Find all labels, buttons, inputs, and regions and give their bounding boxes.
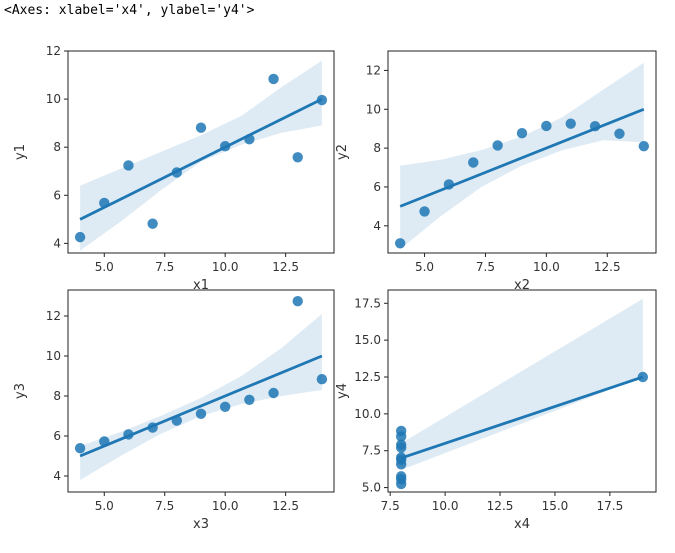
y-tick-label-2-4: 10 — [366, 102, 381, 116]
axes-frame-3 — [67, 289, 335, 493]
data-point-2-4 — [468, 157, 479, 168]
y-tick-label-3-5: 12 — [46, 309, 61, 323]
y-tick-label-4-1: 5.0 — [362, 481, 381, 495]
x-tick-label-1-3: 10.0 — [212, 260, 239, 274]
x-tick-label-3-2: 7.5 — [155, 499, 174, 513]
data-point-2-10 — [614, 128, 625, 139]
data-point-2-5 — [492, 140, 503, 151]
x-tick-label-4-2: 10.0 — [432, 499, 459, 513]
confidence-band-1 — [80, 60, 322, 251]
data-point-4-8 — [637, 371, 649, 383]
data-point-3-4 — [147, 422, 158, 433]
y-tick-label-1-3: 8 — [53, 140, 61, 154]
data-point-2-9 — [589, 120, 601, 132]
data-point-1-8 — [244, 134, 255, 145]
x-tick-label-4-4: 15.0 — [542, 499, 569, 513]
regression-line-2 — [399, 107, 645, 208]
x-tick-label-2-4: 12.5 — [594, 260, 621, 274]
y-axis-label-3: y3 — [13, 383, 28, 399]
data-point-3-2 — [99, 436, 110, 447]
x-tick-label-2-1: 5.0 — [415, 260, 434, 274]
y-tick-label-1-2: 6 — [53, 188, 61, 202]
x-tick-label-3-1: 5.0 — [95, 499, 114, 513]
data-point-3-7 — [219, 401, 231, 412]
data-point-3-10 — [292, 296, 303, 307]
y-tick-label-2-1: 4 — [373, 219, 381, 233]
y-tick-label-4-4: 12.5 — [354, 370, 381, 384]
data-point-1-9 — [268, 73, 279, 85]
data-point-3-9 — [268, 387, 279, 399]
data-point-1-10 — [292, 152, 303, 163]
data-point-3-8 — [244, 394, 255, 405]
data-point-2-8 — [565, 118, 576, 129]
x-tick-label-3-4: 12.5 — [272, 499, 299, 513]
data-point-1-6 — [195, 122, 207, 133]
x-tick-label-4-3: 12.5 — [487, 499, 514, 513]
data-point-1-7 — [219, 141, 231, 152]
data-point-2-2 — [419, 206, 430, 217]
data-point-2-7 — [541, 120, 552, 132]
data-point-1-11 — [316, 94, 328, 106]
y-tick-label-4-3: 10.0 — [354, 407, 381, 421]
y-tick-label-2-2: 6 — [373, 180, 381, 194]
x-tick-label-4-5: 17.5 — [597, 499, 624, 513]
data-point-1-2 — [99, 197, 110, 209]
data-point-1-5 — [171, 167, 183, 178]
data-point-3-11 — [316, 374, 328, 385]
data-point-3-6 — [195, 408, 207, 419]
data-point-2-1 — [394, 238, 406, 249]
data-point-4-10 — [395, 439, 407, 450]
x-tick-label-3-3: 10.0 — [212, 499, 239, 513]
y-axis-label-2: y2 — [335, 144, 350, 160]
data-point-3-3 — [123, 429, 134, 440]
axes-frame-4 — [387, 289, 657, 493]
x-tick-label-1-2: 7.5 — [155, 260, 174, 274]
y-tick-label-1-4: 10 — [46, 92, 61, 106]
y-tick-label-3-2: 6 — [53, 429, 61, 443]
x-axis-label-3: x3 — [193, 517, 209, 532]
data-point-4-11 — [395, 454, 407, 465]
data-point-3-5 — [171, 415, 183, 426]
y-tick-label-3-3: 8 — [53, 389, 61, 403]
y-tick-label-3-1: 4 — [53, 469, 61, 483]
data-point-2-3 — [443, 179, 455, 190]
confidence-band-2 — [400, 62, 644, 250]
y-axis-label-1: y1 — [13, 144, 28, 160]
y-axis-label-4: y4 — [335, 383, 350, 399]
data-point-4-9 — [395, 474, 407, 485]
x-axis-label-2: x2 — [514, 278, 530, 293]
regression-line-1 — [79, 97, 323, 221]
axes-frame-1 — [67, 50, 335, 254]
x-axis-label-4: x4 — [514, 517, 530, 532]
x-axis-label-1: x1 — [193, 278, 209, 293]
data-point-1-3 — [123, 160, 134, 171]
data-point-1-4 — [147, 218, 158, 229]
y-tick-label-1-5: 12 — [46, 44, 61, 58]
x-tick-label-2-2: 7.5 — [476, 260, 495, 274]
y-tick-label-4-6: 17.5 — [354, 296, 381, 310]
regression-line-3 — [79, 354, 323, 458]
y-tick-label-4-2: 7.5 — [362, 444, 381, 458]
y-tick-label-2-5: 12 — [366, 63, 381, 77]
y-tick-label-1-1: 4 — [53, 236, 61, 250]
x-tick-label-1-4: 12.5 — [272, 260, 299, 274]
x-tick-label-2-3: 10.0 — [533, 260, 560, 274]
confidence-band-4 — [401, 298, 643, 470]
data-point-2-6 — [516, 127, 528, 139]
data-point-3-1 — [74, 443, 86, 454]
x-tick-label-4-1: 7.5 — [381, 499, 400, 513]
regression-line-4 — [400, 375, 644, 460]
axes-frame-2 — [387, 50, 657, 254]
x-tick-label-1-1: 5.0 — [95, 260, 114, 274]
y-tick-label-2-3: 8 — [373, 141, 381, 155]
confidence-band-3 — [80, 314, 322, 480]
data-point-4-5 — [395, 431, 407, 442]
cell-output-text: <Axes: xlabel='x4', ylabel='y4'> — [4, 3, 255, 18]
y-tick-label-3-4: 10 — [46, 349, 61, 363]
data-point-2-11 — [638, 140, 650, 152]
y-tick-label-4-5: 15.0 — [354, 333, 381, 347]
data-point-1-1 — [74, 231, 86, 243]
